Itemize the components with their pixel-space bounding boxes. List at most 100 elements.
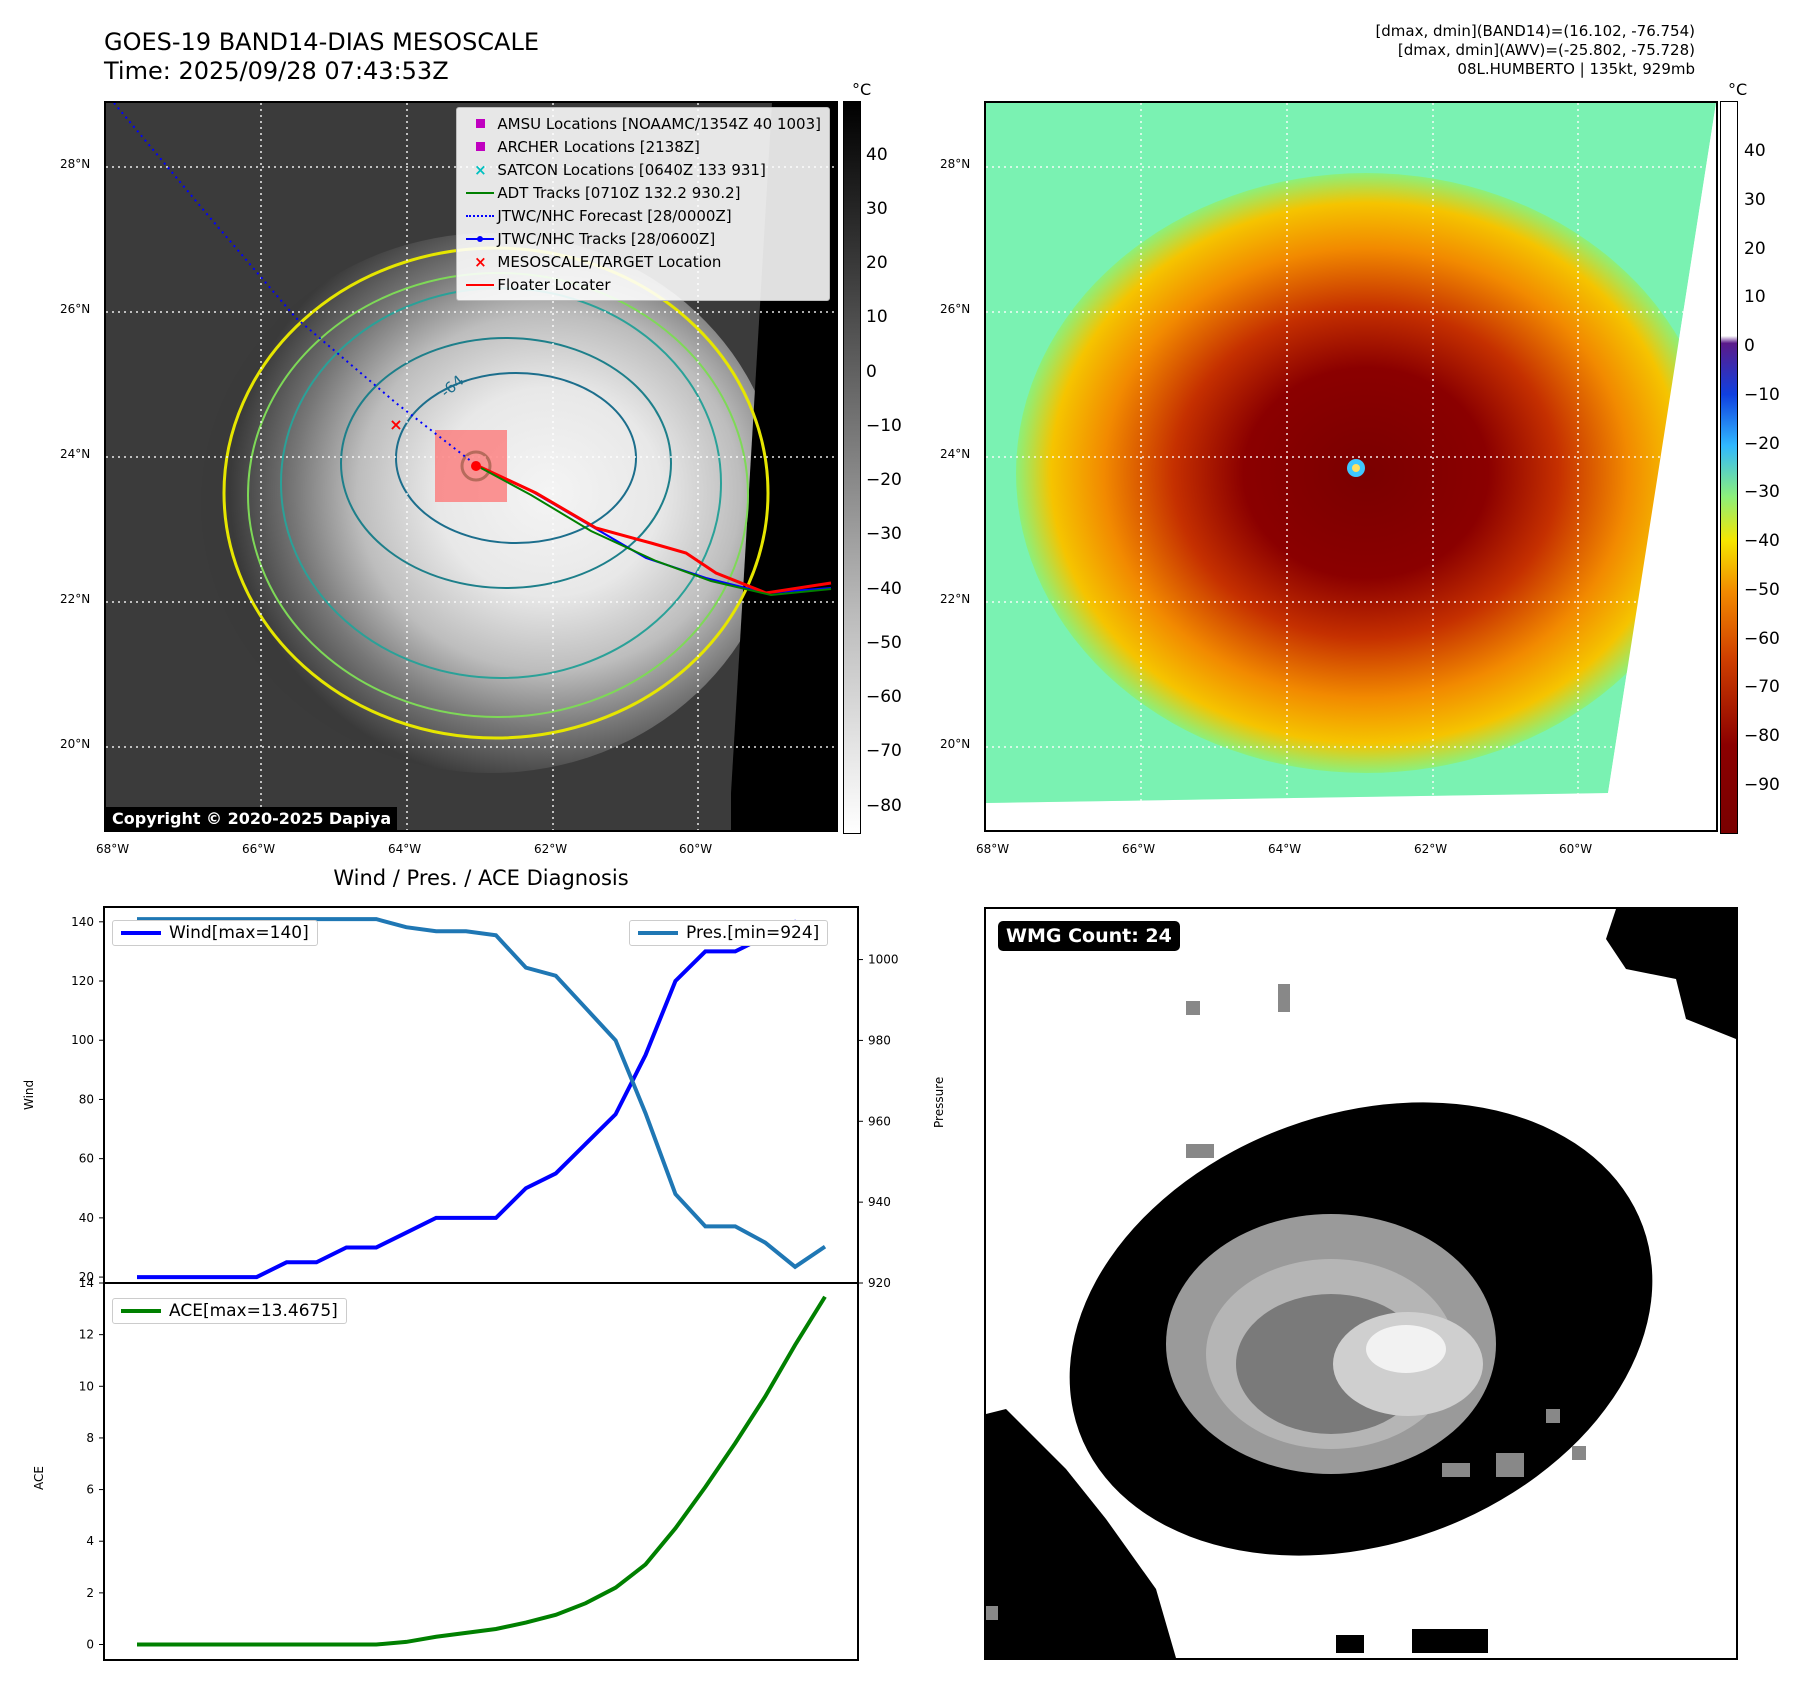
legend-item-amsu: AMSU Locations [NOAAMC/1354Z 40 1003] (463, 112, 821, 135)
pres-legend-swatch (638, 931, 678, 935)
gray-colorbar-unit: °C (852, 80, 872, 99)
cbar-tick: −10 (866, 416, 902, 436)
lon-label: 60°W (679, 842, 713, 856)
color-ir-panel (984, 101, 1718, 832)
ace-tick-label: 12 (79, 1328, 94, 1342)
cbar-tick: −30 (1744, 482, 1780, 502)
legend-item-satcon: × SATCON Locations [0640Z 133 931] (474, 160, 766, 179)
lon-label: 62°W (1414, 842, 1448, 856)
pressure-tick-label: 960 (868, 1114, 891, 1128)
color-colorbar-unit: °C (1728, 80, 1748, 99)
wind-legend-swatch (121, 931, 161, 935)
cbar-tick: −20 (1744, 434, 1780, 454)
ace-axis-label: ACE (32, 1466, 46, 1490)
pressure-series-line (137, 917, 827, 1270)
pres-legend: Pres.[min=924] (629, 920, 829, 946)
ace-series-line (137, 1295, 827, 1647)
cbar-tick: −50 (1744, 580, 1780, 600)
wind-axis-label: Wind (22, 1079, 36, 1110)
lat-label: 26°N (940, 302, 971, 316)
legend-item-floater: Floater Locater (463, 273, 821, 296)
cbar-tick: −80 (866, 796, 902, 816)
cbar-tick: −70 (1744, 677, 1780, 697)
ace-legend-label: ACE[max=13.4675] (169, 1301, 338, 1321)
wind-tick-label: 40 (79, 1211, 94, 1225)
dmax-awv: [dmax, dmin](AWV)=(-25.802, -75.728) (1397, 41, 1695, 59)
lon-label: 60°W (1559, 842, 1593, 856)
lat-label: 26°N (60, 302, 91, 316)
wind-tick-label: 80 (79, 1092, 94, 1106)
cbar-tick: 10 (1744, 287, 1766, 307)
cbar-tick: −90 (1744, 775, 1780, 795)
wmg-count-badge: WMG Count: 24 (998, 921, 1180, 951)
lat-label: 28°N (60, 157, 91, 171)
copyright-notice: Copyright © 2020-2025 Dapiya (106, 807, 398, 830)
lon-label: 62°W (534, 842, 568, 856)
cbar-tick: −40 (1744, 531, 1780, 551)
lon-label: 64°W (1268, 842, 1302, 856)
cbar-tick: −30 (866, 524, 902, 544)
lon-label: 66°W (242, 842, 276, 856)
cbar-tick: 40 (866, 145, 888, 165)
svg-text:×: × (389, 415, 402, 434)
pressure-tick-label: 980 (868, 1033, 891, 1047)
lat-label: 20°N (940, 737, 971, 751)
cbar-tick: 30 (1744, 190, 1766, 210)
cbar-tick: −60 (1744, 629, 1780, 649)
cbar-tick: 30 (866, 199, 888, 219)
legend-item-archer: ARCHER Locations [2138Z] (463, 135, 821, 158)
color-colorbar (1720, 101, 1738, 834)
lon-label: 68°W (976, 842, 1010, 856)
dmax-band14: [dmax, dmin](BAND14)=(16.102, -76.754) (1375, 22, 1695, 40)
wmg-panel: WMG Count: 24 (984, 907, 1738, 1660)
lat-label: 20°N (60, 737, 91, 751)
lat-label: 24°N (60, 447, 91, 461)
color-ir-image (986, 103, 1716, 830)
cbar-tick: −50 (866, 633, 902, 653)
storm-info: [dmax, dmin](BAND14)=(16.102, -76.754) [… (1375, 22, 1695, 79)
legend-item-forecast: JTWC/NHC Forecast [28/0000Z] (463, 204, 821, 227)
wind-tick-label: 120 (71, 974, 94, 988)
wind-tick-label: 60 (79, 1152, 94, 1166)
ace-axes (103, 1282, 859, 1661)
ace-tick-label: 0 (86, 1638, 94, 1652)
lon-label: 66°W (1122, 842, 1156, 856)
cbar-tick: 0 (866, 362, 877, 382)
pressure-tick-label: 940 (868, 1195, 891, 1209)
wind-series-line (137, 919, 826, 1280)
pressure-tick-label: 1000 (868, 953, 899, 967)
wind-pressure-axes (103, 906, 859, 1284)
ace-tick-label: 4 (86, 1534, 94, 1548)
lat-label: 22°N (940, 592, 971, 606)
wind-legend-label: Wind[max=140] (169, 923, 309, 943)
wind-tick-label: 140 (71, 915, 94, 929)
map-legend: AMSU Locations [NOAAMC/1354Z 40 1003] AR… (456, 107, 830, 301)
gray-colorbar (843, 101, 861, 834)
wind-tick-label: 20 (79, 1270, 94, 1284)
cbar-tick: 40 (1744, 141, 1766, 161)
ir-map-panel: × -64 AMSU Locations [NOAAMC/1354Z 40 10… (104, 101, 838, 832)
storm-summary: 08L.HUMBERTO | 135kt, 929mb (1457, 60, 1695, 78)
title-line-1: GOES-19 BAND14-DIAS MESOSCALE (104, 28, 540, 56)
lat-label: 24°N (940, 447, 971, 461)
chart-title: GOES-19 BAND14-DIAS MESOSCALE Time: 2025… (104, 28, 539, 86)
pres-legend-label: Pres.[min=924] (686, 923, 820, 943)
ace-tick-label: 8 (86, 1431, 94, 1445)
cbar-tick: −40 (866, 579, 902, 599)
ace-tick-label: 10 (79, 1379, 94, 1393)
cbar-tick: −80 (1744, 726, 1780, 746)
ace-tick-label: 14 (79, 1276, 94, 1290)
legend-item-adt: ADT Tracks [0710Z 132.2 930.2] (463, 181, 821, 204)
lon-label: 68°W (96, 842, 130, 856)
ace-legend: ACE[max=13.4675] (112, 1298, 347, 1324)
legend-item-tracks: JTWC/NHC Tracks [28/0600Z] (463, 227, 821, 250)
legend-item-mesoscale: × MESOSCALE/TARGET Location (474, 252, 722, 271)
cbar-tick: −60 (866, 687, 902, 707)
cbar-tick: −10 (1744, 385, 1780, 405)
diagnosis-title: Wind / Pres. / ACE Diagnosis (333, 866, 629, 890)
cbar-tick: 20 (1744, 239, 1766, 259)
cbar-tick: 20 (866, 253, 888, 273)
cbar-tick: −70 (866, 741, 902, 761)
wind-legend: Wind[max=140] (112, 920, 318, 946)
lat-label: 22°N (60, 592, 91, 606)
